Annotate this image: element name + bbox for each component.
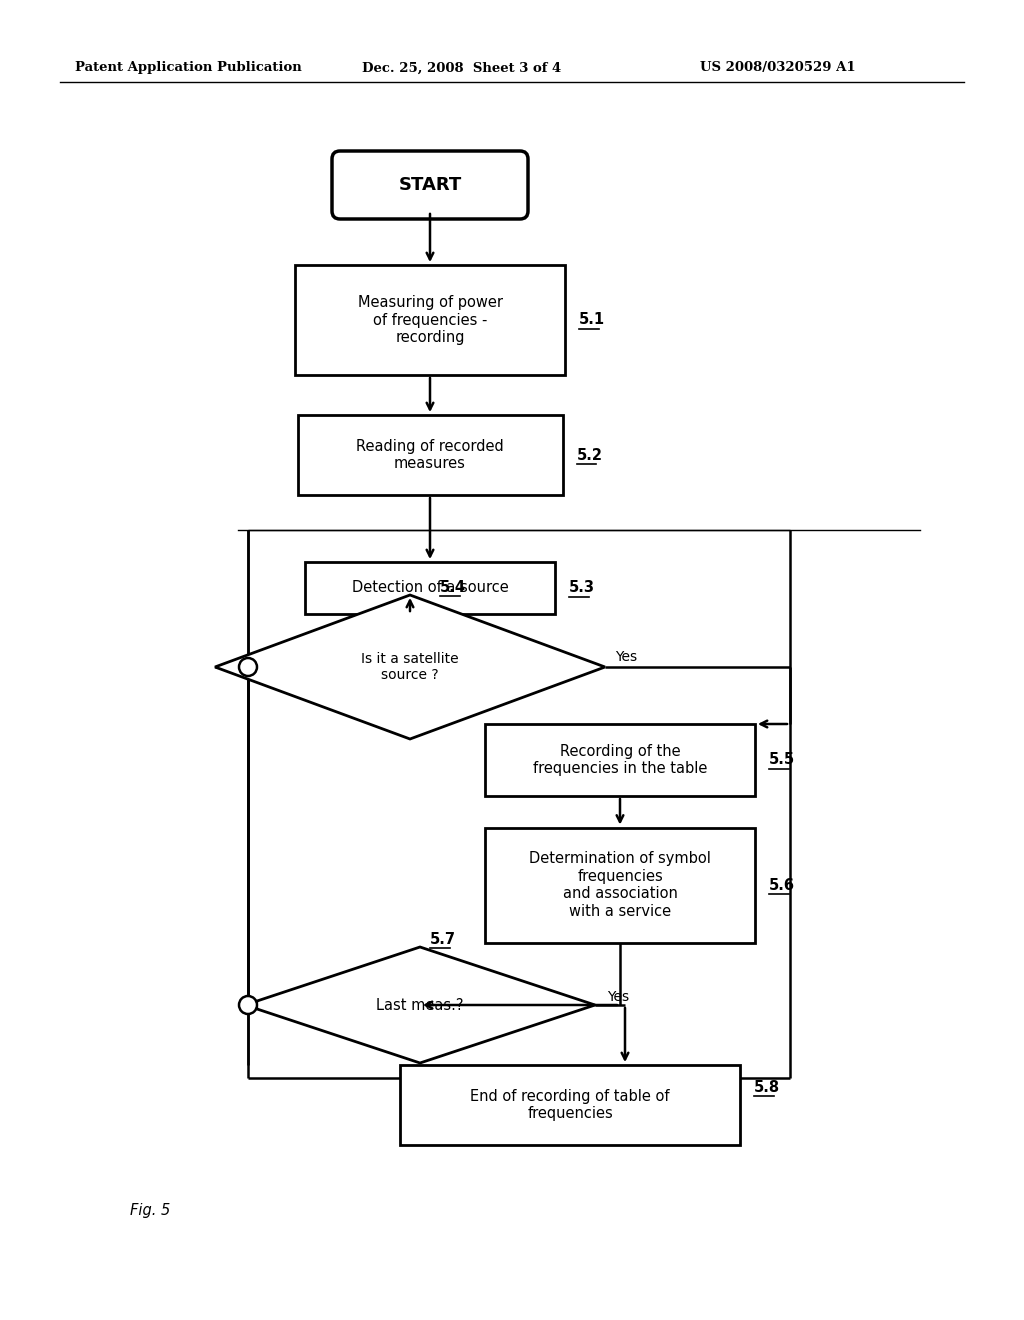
Polygon shape <box>245 946 595 1063</box>
Bar <box>485 828 755 942</box>
Text: 5.4: 5.4 <box>440 579 466 594</box>
Text: Determination of symbol
frequencies
and association
with a service: Determination of symbol frequencies and … <box>529 851 711 919</box>
Text: Is it a satellite
source ?: Is it a satellite source ? <box>361 652 459 682</box>
Circle shape <box>239 657 257 676</box>
Text: Recording of the
frequencies in the table: Recording of the frequencies in the tabl… <box>532 743 708 776</box>
Text: Yes: Yes <box>615 649 637 664</box>
Text: US 2008/0320529 A1: US 2008/0320529 A1 <box>700 62 856 74</box>
Text: End of recording of table of
frequencies: End of recording of table of frequencies <box>470 1089 670 1121</box>
Text: 5.3: 5.3 <box>569 581 595 595</box>
Text: Measuring of power
of frequencies -
recording: Measuring of power of frequencies - reco… <box>357 296 503 345</box>
Bar <box>305 562 555 614</box>
Bar <box>400 1065 740 1144</box>
Text: 5.7: 5.7 <box>430 932 456 946</box>
Text: Detection of a source: Detection of a source <box>351 581 508 595</box>
Text: 5.8: 5.8 <box>754 1080 780 1094</box>
Text: 5.6: 5.6 <box>769 878 795 892</box>
Text: Last meas.?: Last meas.? <box>376 998 464 1012</box>
Circle shape <box>239 997 257 1014</box>
Text: Dec. 25, 2008  Sheet 3 of 4: Dec. 25, 2008 Sheet 3 of 4 <box>362 62 561 74</box>
Text: Reading of recorded
measures: Reading of recorded measures <box>356 438 504 471</box>
Polygon shape <box>215 595 605 739</box>
Text: 5.1: 5.1 <box>579 313 605 327</box>
Text: 5.5: 5.5 <box>769 752 795 767</box>
Bar <box>295 265 565 375</box>
Bar <box>485 723 755 796</box>
Text: Yes: Yes <box>607 990 629 1005</box>
FancyBboxPatch shape <box>332 150 528 219</box>
Text: Fig. 5: Fig. 5 <box>130 1203 170 1217</box>
Bar <box>298 414 562 495</box>
Text: 5.2: 5.2 <box>577 447 602 462</box>
Text: Patent Application Publication: Patent Application Publication <box>75 62 302 74</box>
Text: START: START <box>398 176 462 194</box>
